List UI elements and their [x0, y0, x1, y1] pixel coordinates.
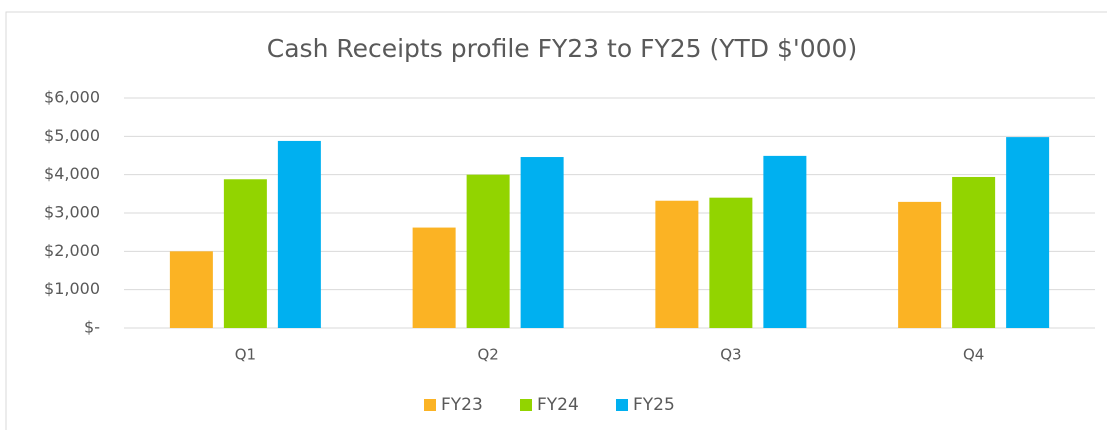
- bar: [277, 140, 321, 328]
- y-tick-label: $5,000: [44, 126, 100, 145]
- bar: [952, 176, 996, 328]
- y-tick-label: $2,000: [44, 241, 100, 260]
- bar: [709, 197, 753, 328]
- x-tick-label: Q4: [963, 346, 984, 364]
- bar: [655, 200, 699, 328]
- y-tick-label: $6,000: [44, 88, 100, 107]
- bar: [466, 174, 510, 328]
- y-tick-label: $4,000: [44, 164, 100, 183]
- x-tick-label: Q2: [477, 346, 498, 364]
- chart-title: Cash Receipts profile FY23 to FY25 (YTD …: [267, 34, 857, 63]
- x-tick-label: Q1: [235, 346, 256, 364]
- bar: [412, 227, 456, 328]
- y-tick-label: $3,000: [44, 203, 100, 222]
- bar: [223, 179, 267, 328]
- bar: [763, 155, 807, 328]
- bar: [1006, 137, 1050, 328]
- legend-swatch: [616, 399, 628, 411]
- bar: [169, 251, 213, 328]
- y-tick-label: $1,000: [44, 279, 100, 298]
- legend-swatch: [424, 399, 436, 411]
- bar: [520, 157, 564, 328]
- legend-label: FY23: [441, 395, 483, 415]
- legend-label: FY24: [537, 395, 579, 415]
- y-tick-label: $-: [84, 318, 100, 337]
- legend-label: FY25: [633, 395, 675, 415]
- legend-swatch: [520, 399, 532, 411]
- bar: [898, 201, 942, 328]
- x-tick-label: Q3: [720, 346, 741, 364]
